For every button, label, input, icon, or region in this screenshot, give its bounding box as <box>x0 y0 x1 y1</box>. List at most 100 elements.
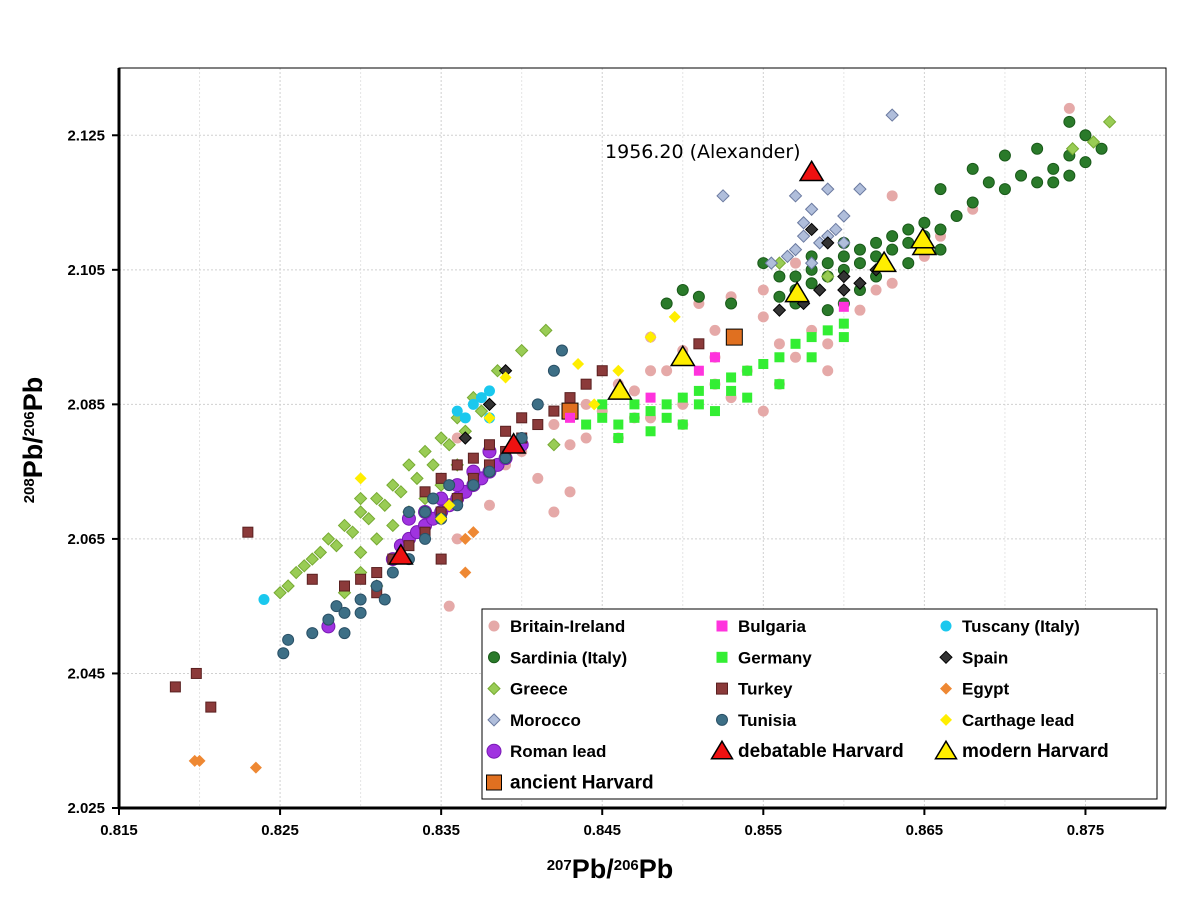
germany-point <box>838 332 849 343</box>
tunisia-point <box>419 506 432 518</box>
y-axis-title-sup1: 208 <box>21 478 38 503</box>
tunisia-point <box>277 647 290 660</box>
britain-ireland-point <box>580 398 592 410</box>
sardinia-italy-point <box>660 297 673 310</box>
turkey-point <box>564 392 576 404</box>
sardinia-italy-point <box>886 243 899 256</box>
morocco-point <box>796 229 811 243</box>
tuscany-italy-point <box>475 392 487 404</box>
sardinia-italy-point <box>934 183 947 196</box>
tunisia-point <box>531 398 544 411</box>
x-axis-title: 207Pb/206Pb <box>547 854 674 884</box>
germany-point <box>774 352 785 363</box>
germany-point <box>709 406 720 417</box>
sardinia-italy-point <box>773 270 786 283</box>
tunisia-legend-marker <box>716 713 728 726</box>
britain-ireland-point <box>580 432 592 444</box>
carthage-lead-point <box>668 310 681 323</box>
greece-point <box>353 545 368 560</box>
greece-point <box>821 269 835 284</box>
x-axis-title-base2: Pb <box>639 854 674 884</box>
germany-point <box>677 419 688 430</box>
sardinia-italy-point <box>1079 129 1092 142</box>
britain-ireland-point <box>548 419 560 431</box>
x-tick-label: 0.815 <box>100 822 138 839</box>
sardinia-italy-point <box>725 297 738 310</box>
britain-ireland-point <box>870 284 882 296</box>
britain-ireland-point <box>451 533 463 545</box>
germany-point <box>629 399 640 410</box>
debatable-harvard-point <box>500 432 527 454</box>
greece-point <box>370 491 384 506</box>
spain-point <box>837 283 851 297</box>
y-tick-label: 2.085 <box>67 396 105 413</box>
turkey-point <box>190 667 202 679</box>
tunisia-point <box>338 606 351 619</box>
x-axis-title-sup2: 206 <box>614 857 639 874</box>
tuscany-italy-point <box>483 385 495 397</box>
y-axis-title: 208Pb/206Pb <box>18 377 48 504</box>
carthage-lead-point <box>588 398 601 411</box>
sardinia-italy-point <box>1095 142 1108 155</box>
x-tick-label: 0.835 <box>422 822 460 839</box>
sardinia-italy-point <box>998 149 1011 162</box>
ancient-harvard-point <box>725 328 743 346</box>
morocco-point <box>837 236 851 250</box>
x-tick-label: 0.845 <box>583 822 621 839</box>
morocco-point <box>837 209 851 223</box>
modern-harvard-point <box>669 344 696 367</box>
germany-point <box>822 325 833 336</box>
morocco-legend-marker <box>487 713 501 727</box>
tunisia-point <box>322 613 335 626</box>
egypt-point <box>193 754 206 767</box>
turkey-point <box>205 701 217 713</box>
carthage-lead-point <box>443 499 456 512</box>
sardinia-italy-point <box>1047 176 1060 189</box>
bulgaria-point <box>693 365 704 376</box>
turkey-point <box>371 567 383 579</box>
germany-point <box>645 426 656 437</box>
carthage-lead-legend-marker <box>940 713 952 726</box>
britain-ireland-point <box>483 499 495 511</box>
sardinia-italy-point <box>853 243 866 256</box>
germany-point <box>726 372 737 383</box>
carthage-lead-point <box>612 364 625 377</box>
greece-legend-label: Greece <box>510 680 568 699</box>
turkey-point <box>419 486 431 498</box>
britain-ireland-point <box>854 304 866 316</box>
legend: Britain-Ireland Bulgaria Tuscany (Italy) Sa… <box>481 608 1158 800</box>
germany-point <box>645 406 656 417</box>
tuscany-italy-point <box>258 593 270 605</box>
tunisia-point <box>467 479 480 492</box>
turkey-point <box>169 681 181 693</box>
sardinia-italy-point <box>966 196 979 209</box>
sardinia-italy-point <box>918 216 931 229</box>
spain-point <box>821 236 835 250</box>
sardinia-italy-point <box>966 162 979 175</box>
greece-point <box>547 438 561 452</box>
britain-ireland-legend-marker <box>488 620 500 632</box>
morocco-point <box>796 216 811 230</box>
tunisia-point <box>338 627 351 640</box>
sardinia-italy-point <box>982 176 995 189</box>
germany-point <box>613 433 624 443</box>
tick-labels: 0.815 0.825 0.835 0.845 0.855 0.865 0.875 2.025… <box>67 127 1104 839</box>
germany-point <box>742 365 753 376</box>
turkey-point <box>580 378 592 390</box>
sardinia-italy-point <box>1015 169 1028 182</box>
roman-lead-legend-marker <box>486 743 502 759</box>
spain-point <box>772 303 787 317</box>
greece-point <box>410 471 424 486</box>
sardinia-italy-point <box>692 290 705 303</box>
tuscany-italy-point <box>467 398 479 410</box>
britain-ireland-point <box>1063 102 1075 114</box>
turkey-point <box>467 452 479 464</box>
spain-legend-label: Spain <box>962 648 1008 667</box>
germany-point <box>597 399 608 410</box>
modern-harvard-legend-marker <box>934 739 958 760</box>
turkey-legend-marker <box>716 682 728 695</box>
britain-ireland-point <box>645 365 657 377</box>
greece-point <box>434 431 448 445</box>
britain-ireland-point <box>564 439 576 451</box>
